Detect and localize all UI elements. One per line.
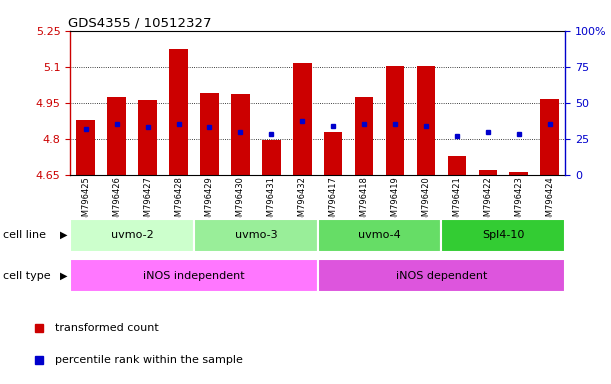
Bar <box>262 140 280 175</box>
Bar <box>293 63 312 175</box>
Text: Spl4-10: Spl4-10 <box>482 230 524 240</box>
Bar <box>448 156 466 175</box>
Bar <box>70 259 318 292</box>
Bar <box>231 94 250 175</box>
Text: uvmo-3: uvmo-3 <box>235 230 277 240</box>
Bar <box>478 170 497 175</box>
Text: GDS4355 / 10512327: GDS4355 / 10512327 <box>68 17 211 30</box>
Text: ▶: ▶ <box>60 230 68 240</box>
Bar <box>318 219 442 252</box>
Bar <box>442 219 565 252</box>
Bar <box>138 100 157 175</box>
Bar <box>386 66 404 175</box>
Bar <box>108 97 126 175</box>
Bar <box>355 97 373 175</box>
Bar <box>194 219 318 252</box>
Bar <box>169 49 188 175</box>
Bar <box>541 99 559 175</box>
Bar <box>510 172 528 175</box>
Bar <box>200 93 219 175</box>
Bar <box>318 259 565 292</box>
Text: percentile rank within the sample: percentile rank within the sample <box>56 355 243 365</box>
Text: cell line: cell line <box>3 230 46 240</box>
Bar <box>324 132 343 175</box>
Text: uvmo-2: uvmo-2 <box>111 230 153 240</box>
Text: transformed count: transformed count <box>56 323 159 333</box>
Bar <box>70 219 194 252</box>
Text: iNOS dependent: iNOS dependent <box>396 270 487 281</box>
Bar <box>417 66 435 175</box>
Bar <box>76 119 95 175</box>
Text: uvmo-4: uvmo-4 <box>358 230 401 240</box>
Text: cell type: cell type <box>3 270 51 281</box>
Text: ▶: ▶ <box>60 270 68 281</box>
Text: iNOS independent: iNOS independent <box>143 270 245 281</box>
